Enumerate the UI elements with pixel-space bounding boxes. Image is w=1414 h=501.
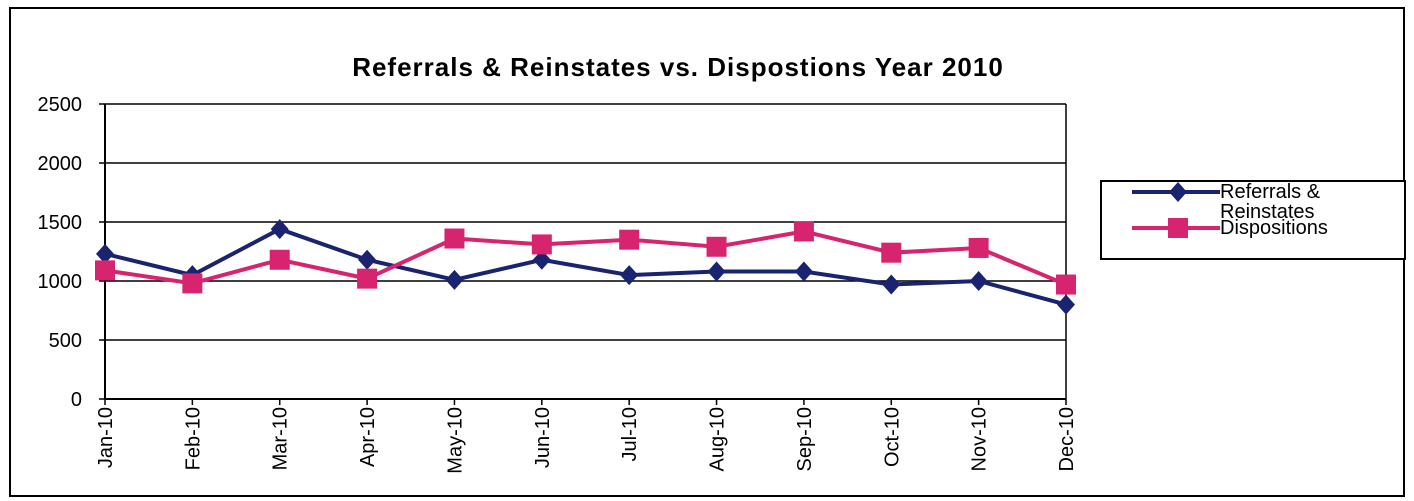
marker [968, 237, 989, 258]
x-tick-label: May-10 [444, 407, 466, 474]
marker [532, 249, 551, 270]
marker [1056, 274, 1076, 295]
marker [619, 229, 640, 250]
marker [358, 249, 377, 270]
y-tick-label: 0 [71, 389, 82, 411]
x-tick-label: Nov-10 [969, 407, 991, 471]
x-tick-label: Dec-10 [1056, 407, 1078, 471]
marker [444, 228, 465, 249]
x-tick-label: Feb-10 [182, 407, 204, 470]
x-tick-label: Aug-10 [707, 407, 729, 472]
marker [96, 243, 114, 264]
marker [707, 261, 726, 282]
marker [1169, 182, 1187, 202]
x-tick-label: Oct-10 [881, 407, 903, 467]
legend-item: Referrals & Reinstates [1102, 182, 1402, 222]
legend-label: Referrals & Reinstates [1220, 181, 1321, 223]
marker [357, 268, 378, 289]
x-tick-label: Sep-10 [794, 407, 816, 472]
y-tick-label: 500 [49, 330, 82, 352]
marker [793, 221, 814, 242]
y-tick-label: 1500 [38, 212, 83, 234]
legend-swatch [1132, 218, 1220, 238]
marker [794, 261, 813, 282]
marker [445, 269, 464, 290]
x-tick-label: Apr-10 [357, 407, 379, 467]
x-tick-label: Mar-10 [270, 407, 292, 470]
marker [95, 260, 115, 281]
marker [882, 274, 901, 295]
series-line [104, 226, 1067, 307]
y-tick-label: 1000 [38, 271, 83, 293]
marker [1057, 294, 1075, 315]
x-tick-label: Jan-10 [95, 407, 117, 468]
chart-title: Referrals & Reinstates vs. Dispostions Y… [352, 52, 1004, 82]
x-tick-label: Jun-10 [532, 407, 554, 468]
x-tick-label: Jul-10 [619, 407, 641, 461]
legend: Referrals & Reinstates Dispositions [1100, 180, 1406, 260]
marker [969, 271, 988, 291]
legend-item: Dispositions [1102, 218, 1402, 258]
marker [881, 242, 902, 263]
marker [531, 234, 552, 255]
marker [182, 273, 203, 294]
y-tick-label: 2500 [38, 94, 83, 116]
legend-label: Dispositions [1220, 217, 1328, 239]
marker [270, 219, 289, 240]
marker [706, 236, 727, 257]
marker [620, 265, 639, 286]
marker [269, 249, 290, 270]
y-tick-label: 2000 [38, 153, 83, 175]
marker [1168, 218, 1188, 238]
legend-swatch [1132, 182, 1220, 202]
series-line [104, 229, 1067, 287]
